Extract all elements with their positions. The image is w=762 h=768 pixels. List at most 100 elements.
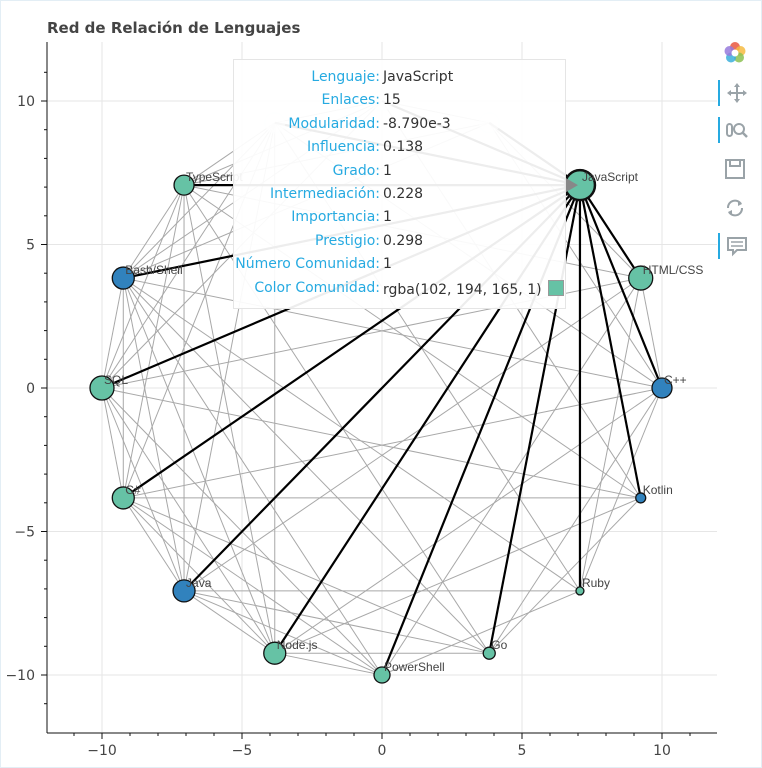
tooltip-key: Enlaces:: [321, 92, 380, 109]
tooltip-value: -8.790e-3: [383, 116, 451, 132]
color-swatch: [547, 279, 564, 296]
hover-icon[interactable]: [718, 233, 750, 259]
tooltip-key: Grado:: [332, 162, 380, 179]
x-tick-label: −5: [232, 743, 253, 759]
node-go[interactable]: [482, 646, 496, 660]
node-label: Bash/Shell: [125, 263, 182, 277]
highlighted-edge: [579, 184, 642, 279]
chart-title: Red de Relación de Lenguajes: [47, 19, 300, 37]
x-tick-label: 0: [378, 743, 387, 759]
node-label: Kotlin: [643, 483, 673, 497]
edge: [101, 387, 276, 654]
tooltip-value: 15: [383, 92, 401, 108]
edge: [579, 277, 642, 592]
tooltip-value: 0.228: [383, 186, 423, 202]
node-node-js[interactable]: [263, 641, 287, 665]
node-label: Ruby: [582, 576, 610, 590]
tooltip-row: Color Comunidad: rgba(102, 194, 165, 1): [234, 279, 567, 302]
tooltip-value-text: 1: [383, 162, 392, 179]
tooltip-value-text: 0.228: [383, 186, 424, 202]
edge: [122, 497, 383, 676]
tooltip-value: JavaScript: [383, 69, 453, 85]
edge: [122, 277, 581, 592]
edge: [183, 277, 642, 592]
node-ruby[interactable]: [575, 586, 585, 596]
tooltip-value-text: JavaScript: [383, 69, 454, 85]
node-label: PowerShell: [384, 660, 445, 674]
node-c-[interactable]: [651, 377, 673, 399]
wheel-zoom-icon[interactable]: [718, 117, 750, 143]
node-label: JavaScript: [582, 170, 639, 184]
tooltip-value: 0.298: [383, 233, 423, 249]
tooltip-row: Influencia: 0.138: [234, 139, 567, 161]
pan-icon[interactable]: [718, 80, 750, 106]
save-icon[interactable]: [722, 156, 748, 182]
edge: [101, 184, 185, 389]
edge: [381, 590, 581, 676]
edge: [122, 277, 383, 676]
node-label: HTML/CSS: [643, 263, 704, 277]
toolbar: [716, 40, 756, 270]
tooltip-key: Modularidad:: [288, 115, 380, 132]
node-kotlin[interactable]: [635, 492, 647, 504]
tooltip-value-text: -8.790e-3: [383, 115, 451, 132]
hover-tooltip: Lenguaje: JavaScript Enlaces: 15 Modularidad…: [233, 59, 566, 309]
tooltip-value-text: 15: [383, 92, 401, 109]
tooltip-value-text: 1: [383, 256, 392, 273]
tooltip-row: Lenguaje: JavaScript: [234, 69, 567, 91]
tooltip-key: Prestigio:: [315, 232, 380, 249]
x-tick-label: 5: [518, 743, 527, 759]
tooltip-key: Lenguaje:: [311, 69, 380, 85]
tooltip-value-text: 0.138: [383, 139, 424, 156]
tooltip-value-text: rgba(102, 194, 165, 1): [383, 281, 542, 298]
hover-pointer-icon: [565, 178, 578, 193]
node-label: SQL: [104, 373, 128, 387]
edge: [274, 652, 383, 676]
edge: [101, 277, 124, 389]
edge: [640, 277, 663, 389]
node-c-[interactable]: [111, 486, 135, 510]
highlighted-edge: [578, 184, 642, 499]
edge: [122, 497, 185, 592]
node-powershell[interactable]: [373, 666, 391, 684]
node-bash-shell[interactable]: [111, 266, 135, 290]
node-label: Node.js: [277, 638, 318, 652]
node-java[interactable]: [172, 579, 196, 603]
edge: [123, 387, 663, 499]
y-tick-label: 10: [17, 94, 35, 110]
y-tick-label: −10: [5, 668, 35, 684]
edge: [488, 387, 663, 654]
tooltip-value: rgba(102, 194, 165, 1): [383, 279, 564, 298]
edge: [183, 590, 490, 654]
x-tick-label: 10: [653, 743, 671, 759]
node-sql[interactable]: [89, 375, 115, 401]
tooltip-value-text: 0.298: [383, 232, 424, 249]
tooltip-key: Color Comunidad:: [254, 279, 380, 296]
highlighted-edge: [578, 184, 664, 389]
tooltip-row: Importancia: 1: [234, 209, 567, 231]
y-tick-label: 5: [26, 238, 35, 254]
tooltip-value-text: 1: [383, 209, 392, 226]
node-html-css[interactable]: [628, 265, 654, 291]
tooltip-value: 1: [383, 209, 392, 225]
tooltip-row: Prestigio: 0.298: [234, 233, 567, 255]
tooltip-value: 1: [383, 256, 392, 272]
tooltip-key: Importancia:: [291, 209, 380, 226]
edge: [579, 387, 663, 592]
node-label: TypeScript: [186, 170, 243, 184]
reset-icon[interactable]: [722, 195, 748, 221]
tooltip-row: Grado: 1: [234, 163, 567, 185]
tooltip-value: 0.138: [383, 139, 423, 155]
tooltip-row: Número Comunidad: 1: [234, 256, 567, 278]
node-label: Java: [186, 576, 212, 590]
node-label: Go: [491, 638, 507, 652]
edge: [122, 184, 185, 499]
edge: [101, 387, 185, 592]
node-label: C++: [664, 373, 687, 387]
node-typescript[interactable]: [173, 174, 195, 196]
edge: [101, 387, 124, 499]
tooltip-row: Enlaces: 15: [234, 92, 567, 114]
y-tick-label: −5: [14, 525, 35, 541]
tooltip-key: Número Comunidad:: [235, 256, 380, 273]
bokeh-logo-icon[interactable]: [722, 40, 748, 66]
